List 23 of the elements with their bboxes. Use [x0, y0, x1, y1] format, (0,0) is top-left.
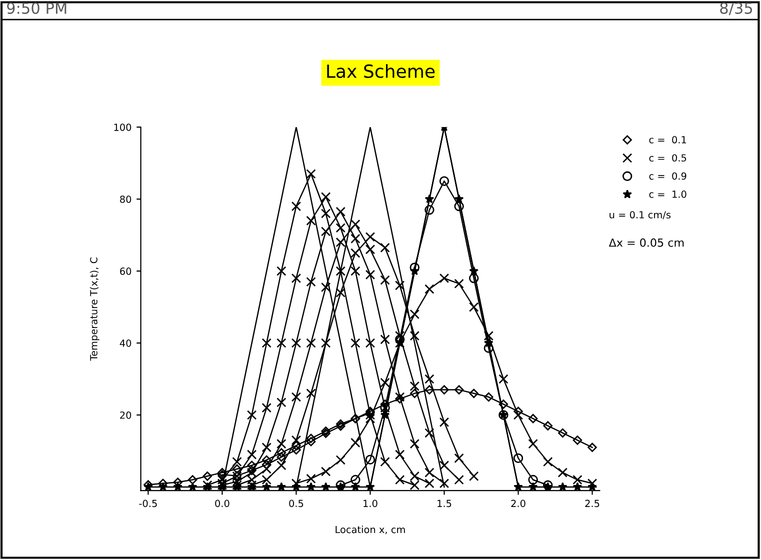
x-tick-label: -0.5 [139, 500, 157, 508]
y-tick-label: 60 [120, 268, 132, 275]
legend-label: c = 0.5 [649, 154, 686, 162]
x-tick-label: 0.0 [215, 500, 230, 508]
x-tick-label: 1.5 [438, 500, 452, 508]
x-axis-title: Location x, cm [336, 526, 405, 534]
y-tick-label: 20 [120, 411, 132, 419]
legend-label: c = 0.1 [649, 136, 686, 144]
x-tick-label: 1.0 [364, 500, 378, 508]
x-tick-label: 0.5 [289, 500, 304, 508]
y-tick-label: 80 [120, 196, 132, 203]
legend-label: c = 1.0 [649, 190, 686, 198]
x-tick-label: 2.5 [585, 500, 600, 508]
legend-label: c = 0.9 [649, 172, 686, 180]
y-axis-title: Temperature T(x,t), C [90, 257, 100, 361]
y-tick-label: 100 [114, 124, 132, 131]
chart-title: Lax Scheme [327, 64, 435, 78]
text: 9:50 PM [7, 2, 66, 14]
x-tick-label: 2.0 [511, 500, 526, 508]
text: Δx = 0.05 cm [608, 238, 684, 247]
y-tick-label: 40 [120, 340, 132, 347]
text: u = 0.1 cm/s [610, 211, 671, 220]
text: 8/35 [720, 2, 752, 16]
